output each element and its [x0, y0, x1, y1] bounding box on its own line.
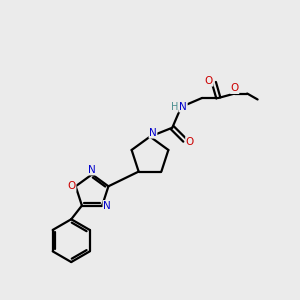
Text: O: O: [68, 181, 76, 191]
Text: N: N: [149, 128, 157, 138]
Text: N: N: [88, 165, 96, 175]
Text: O: O: [186, 137, 194, 147]
Text: O: O: [205, 76, 213, 86]
Text: N: N: [179, 102, 187, 112]
Text: O: O: [231, 83, 239, 94]
Text: H: H: [171, 102, 178, 112]
Text: N: N: [103, 201, 111, 211]
